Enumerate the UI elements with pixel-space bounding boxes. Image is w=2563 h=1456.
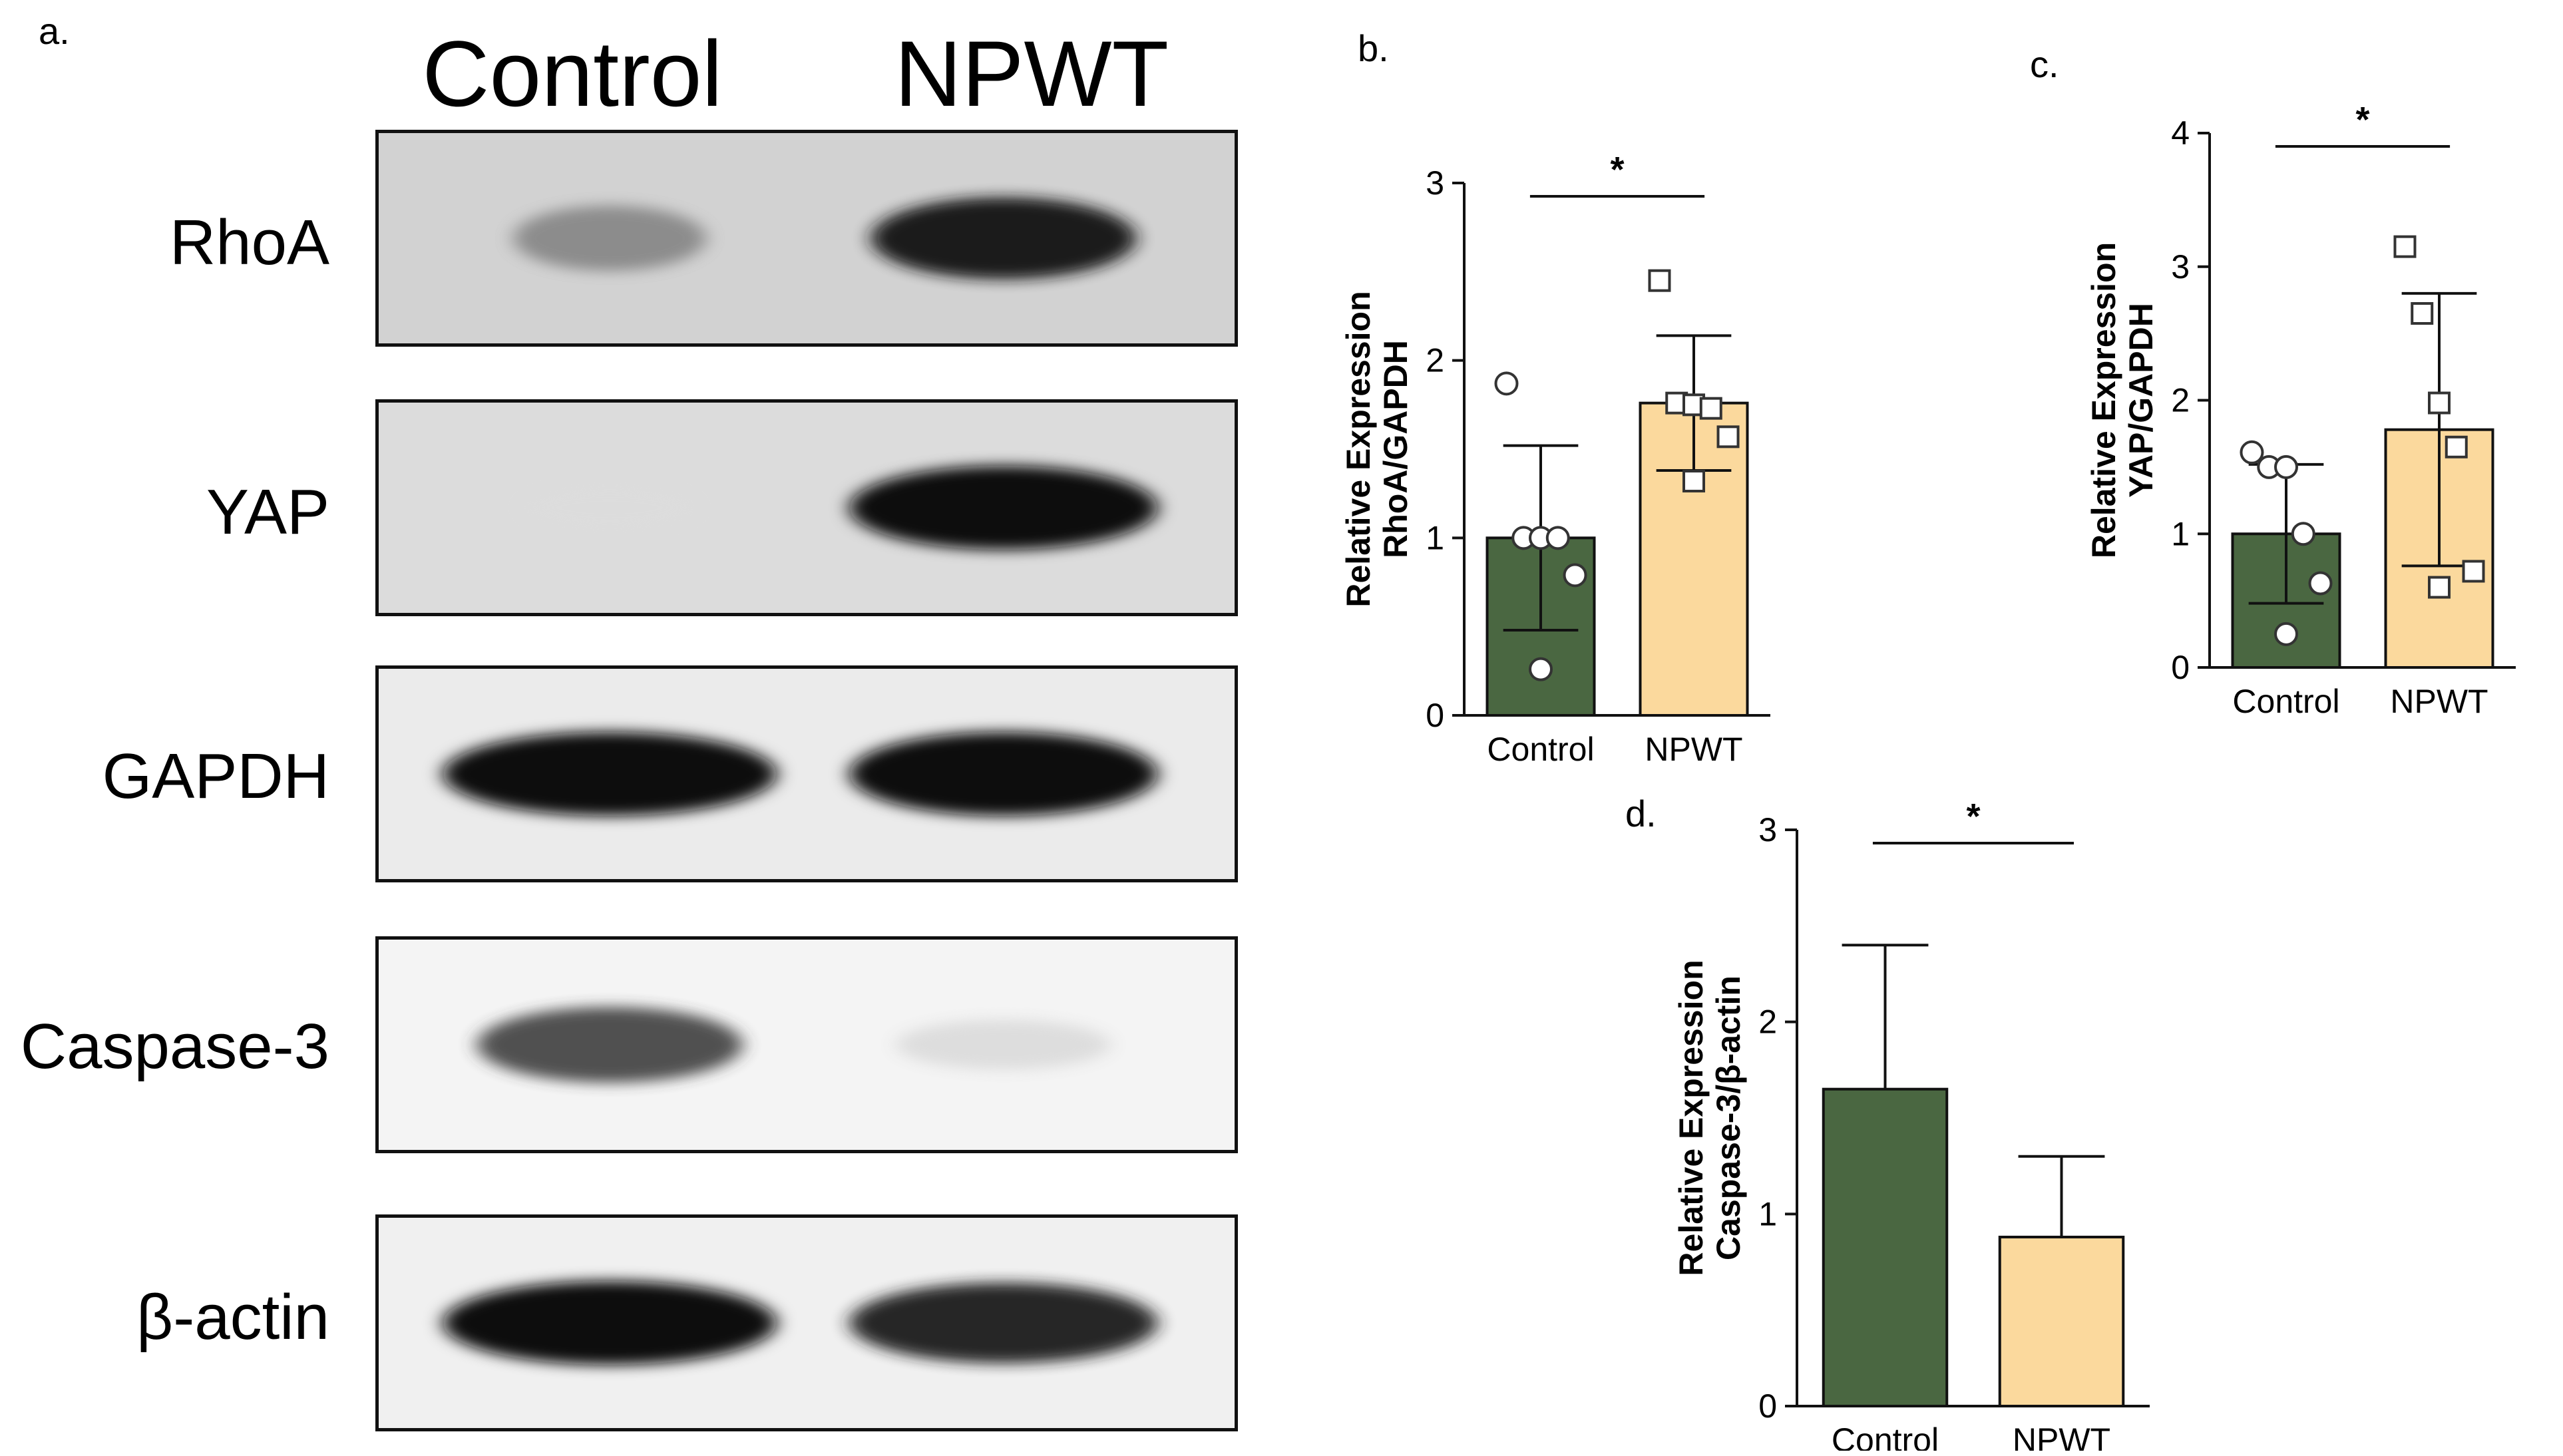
data-point-npwt	[1648, 269, 1671, 292]
blot-band-control	[443, 731, 777, 817]
data-point-npwt	[2428, 391, 2451, 415]
y-axis-label: RhoA/GAPDH	[1377, 340, 1414, 558]
blot-band-npwt	[849, 731, 1158, 817]
data-point-control	[2274, 455, 2298, 479]
x-tick-label-control: Control	[2232, 683, 2339, 719]
data-point-npwt	[1699, 397, 1722, 420]
chart-b-rhoa: 0 1 2 3 Control NPWT * Relative Expression RhoA/…	[1331, 106, 1824, 779]
blot-row-label-caspase-3: Caspase-3	[20, 1011, 329, 1082]
data-point-npwt	[2428, 576, 2451, 599]
panel-letter-b: b.	[1358, 27, 1389, 69]
panel-letter-c: c.	[2030, 43, 2059, 85]
y-tick-label: 2	[1758, 1003, 1777, 1041]
y-tick-label: 3	[1426, 164, 1444, 202]
blot-row-label-gapdh: GAPDH	[102, 741, 329, 812]
data-point-npwt	[2445, 435, 2468, 458]
blot-column-header-control: Control	[422, 21, 723, 126]
y-tick-label: 0	[2171, 649, 2190, 686]
blot-band-control	[513, 206, 706, 271]
data-point-control	[1494, 371, 1519, 396]
blot-band-control	[477, 1007, 743, 1083]
significance-star: *	[1966, 797, 1980, 836]
y-tick-label: 3	[1758, 811, 1777, 848]
y-tick-label: 2	[2171, 382, 2190, 419]
x-tick-label-npwt: NPWT	[1645, 731, 1742, 768]
data-point-control	[2291, 522, 2315, 546]
panel-letter-a: a.	[39, 10, 70, 52]
blot-row-label-rhoa: RhoA	[169, 207, 329, 278]
y-tick-label: 2	[1426, 342, 1444, 379]
blot-strip-beta-actin	[375, 1214, 1238, 1431]
blot-row-label-beta-actin: β-actin	[136, 1282, 329, 1353]
blot-strip-rhoa	[375, 130, 1238, 347]
y-tick-label: 4	[2171, 114, 2190, 152]
y-tick-label: 0	[1426, 697, 1444, 734]
significance-star: *	[1610, 150, 1624, 190]
data-point-control	[2274, 622, 2298, 646]
x-tick-label-control: Control	[1487, 731, 1594, 768]
blot-strip-caspase-3	[375, 936, 1238, 1153]
x-tick-label-control: Control	[1832, 1421, 1939, 1451]
y-tick-label: 1	[1758, 1195, 1777, 1232]
y-tick-label: 0	[1758, 1387, 1777, 1425]
data-point-control	[1563, 563, 1587, 588]
y-tick-label: 1	[2171, 515, 2190, 552]
blot-row-label-yap: YAP	[206, 476, 329, 548]
blot-band-control	[443, 1280, 777, 1365]
significance-star: *	[2355, 100, 2369, 140]
y-tick-label: 3	[2171, 248, 2190, 285]
data-point-control	[1529, 657, 1553, 681]
y-tick-label: 1	[1426, 519, 1444, 556]
x-tick-label-npwt: NPWT	[2013, 1421, 2110, 1451]
data-point-control	[2308, 571, 2333, 596]
data-point-npwt	[1682, 470, 1705, 492]
y-axis-label: Caspase-3/β-actin	[1710, 976, 1747, 1260]
panel-letter-d: d.	[1625, 793, 1657, 834]
blot-band-npwt	[871, 197, 1137, 279]
data-point-control	[2240, 440, 2264, 464]
x-tick-label-npwt: NPWT	[2390, 683, 2488, 719]
blot-strip-gapdh	[375, 665, 1238, 882]
y-axis-label: Relative Expression	[1677, 960, 1710, 1276]
y-axis-label: Relative Expression	[2085, 242, 2122, 558]
chart-d-caspase-3: 0 1 2 3 Control NPWT * Relative Expression Caspa…	[1677, 785, 2183, 1451]
y-axis-label: YAP/GAPDH	[2122, 303, 2160, 498]
blot-band-control	[524, 485, 695, 530]
data-point-control	[1545, 526, 1570, 550]
data-point-npwt	[2462, 560, 2485, 583]
bar-npwt	[1998, 1235, 2125, 1407]
blot-band-npwt	[849, 465, 1158, 550]
blot-band-npwt	[896, 1019, 1111, 1070]
data-point-npwt	[1716, 425, 1740, 449]
data-point-npwt	[2411, 302, 2434, 325]
blot-band-npwt	[849, 1282, 1158, 1364]
data-point-npwt	[2393, 235, 2417, 258]
blot-column-header-npwt: NPWT	[894, 21, 1169, 126]
chart-c-yap: 0 1 2 3 4 Control NPWT * Relative Expression YAP/…	[2050, 87, 2562, 719]
bar-control	[1822, 1087, 1949, 1407]
blot-strip-yap	[375, 399, 1238, 616]
y-axis-label: Relative Expression	[1340, 291, 1377, 607]
